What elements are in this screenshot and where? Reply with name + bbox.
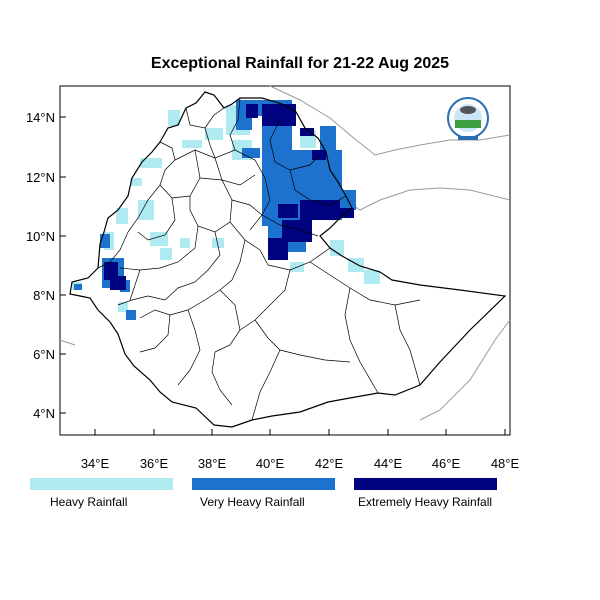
x-tick-label: 42°E bbox=[315, 456, 344, 471]
x-tick-label: 46°E bbox=[432, 456, 461, 471]
y-tick-label: 10°N bbox=[26, 229, 55, 244]
x-tick-label: 40°E bbox=[256, 456, 285, 471]
legend-label-very-heavy: Very Heavy Rainfall bbox=[200, 495, 305, 509]
axis-ticks bbox=[60, 116, 506, 435]
legend-label-heavy: Heavy Rainfall bbox=[50, 495, 128, 509]
x-tick-label: 34°E bbox=[81, 456, 110, 471]
legend-swatch-heavy bbox=[30, 478, 173, 490]
legend-swatch-very-heavy bbox=[192, 478, 335, 490]
map-title: Exceptional Rainfall for 21-22 Aug 2025 bbox=[150, 55, 450, 72]
y-tick-label: 4°N bbox=[33, 406, 55, 421]
x-tick-label: 48°E bbox=[491, 456, 520, 471]
x-tick-label: 44°E bbox=[374, 456, 403, 471]
x-tick-label: 38°E bbox=[198, 456, 227, 471]
admin-boundaries bbox=[97, 97, 421, 421]
y-tick-label: 12°N bbox=[26, 170, 55, 185]
map-frame bbox=[59, 85, 511, 436]
y-tick-label: 14°N bbox=[26, 110, 55, 125]
legend-swatch-extremely-heavy bbox=[354, 478, 497, 490]
x-tick-label: 36°E bbox=[140, 456, 169, 471]
meteorology-agency-logo-icon bbox=[447, 97, 489, 140]
y-tick-label: 8°N bbox=[33, 288, 55, 303]
legend-label-extremely-heavy: Extremely Heavy Rainfall bbox=[358, 495, 493, 509]
y-tick-label: 6°N bbox=[33, 347, 55, 362]
